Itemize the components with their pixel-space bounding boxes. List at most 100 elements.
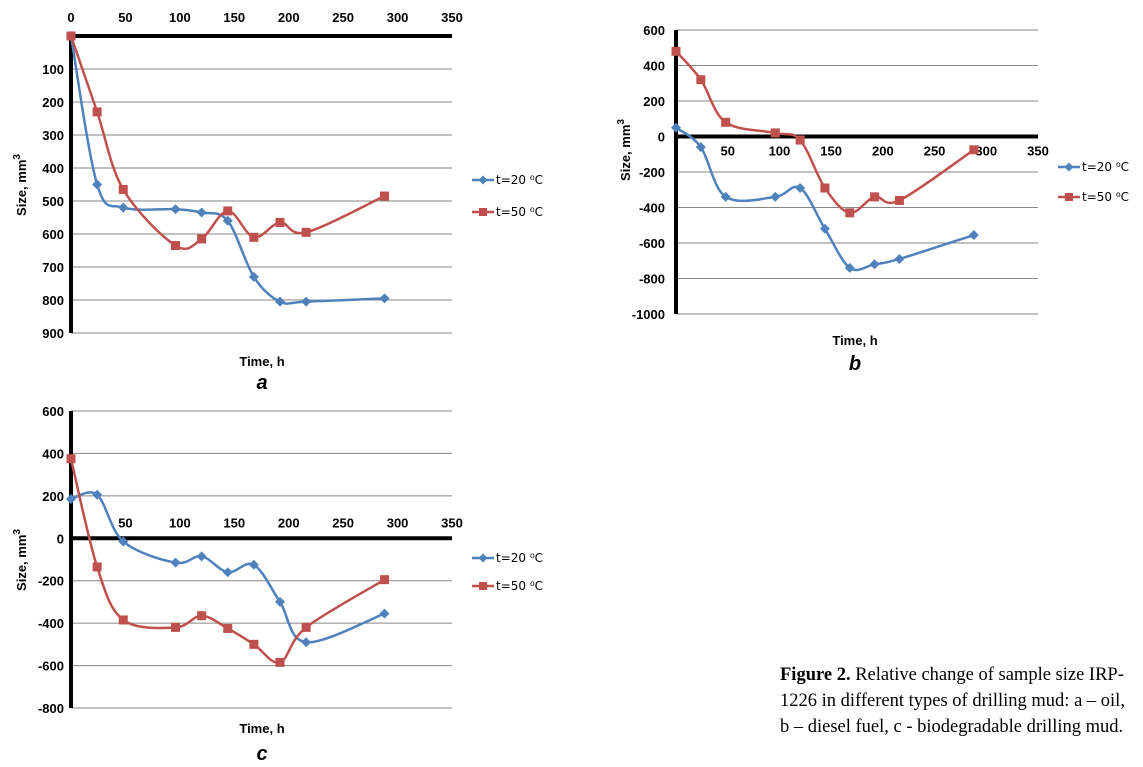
x-tick-label: 200: [872, 144, 894, 159]
legend-marker-square: [479, 582, 487, 590]
y-tick-label: -400: [639, 201, 665, 216]
data-point-diamond: [844, 262, 855, 273]
panel-letter: c: [256, 743, 267, 765]
x-tick-label: 350: [441, 10, 463, 25]
x-tick-label: 50: [118, 515, 132, 530]
series-line: [675, 126, 975, 272]
data-point-square: [275, 657, 285, 667]
legend-label: t=50 ⁰C: [496, 579, 543, 593]
data-point-square: [118, 615, 128, 625]
y-axis-title-superscript: 3: [616, 119, 627, 125]
x-tick-label: 250: [924, 144, 946, 159]
legend-marker-diamond: [478, 175, 488, 185]
data-point-square: [197, 234, 207, 244]
y-axis-title-text: Size, mm: [14, 535, 29, 591]
y-axis-title: Size, mm3: [12, 154, 29, 216]
data-point-diamond: [66, 494, 76, 505]
data-point-square: [380, 575, 390, 585]
data-point-diamond: [222, 567, 233, 578]
legend-marker-diamond: [1064, 162, 1074, 172]
x-tick-label: 150: [223, 10, 245, 25]
legend-marker-diamond: [478, 553, 488, 563]
y-tick-label: 900: [42, 326, 64, 341]
data-point-diamond: [118, 536, 129, 547]
series-t50: [671, 46, 979, 218]
data-point-square: [197, 611, 207, 621]
legend-label: t=20 ⁰C: [496, 551, 543, 565]
caption-line-1: Figure 2. Relative change of sample size…: [780, 662, 1143, 688]
y-axis-title-text: Size, mm: [14, 160, 29, 216]
data-point-square: [721, 117, 731, 127]
y-tick-label: -800: [38, 701, 64, 716]
y-tick-label: 200: [42, 95, 64, 110]
chart-panel-a: 100 200 300 400 500 600 700 800 900 0 50 100 150 200 2…: [12, 10, 543, 394]
data-point-square: [380, 191, 390, 201]
data-point-square: [223, 623, 233, 633]
x-tick-label: 100: [169, 515, 191, 530]
data-point-diamond: [170, 204, 181, 215]
x-tick-label: 0: [67, 10, 74, 25]
legend-label: t=50 ⁰C: [496, 205, 543, 219]
legend-label: t=20 ⁰C: [496, 173, 543, 187]
data-point-diamond: [92, 179, 103, 190]
legend-entry-t50: t=50 ⁰C: [472, 579, 543, 593]
data-point-diamond: [379, 293, 390, 304]
series-line: [70, 491, 385, 644]
data-point-diamond: [795, 182, 806, 193]
legend-entry-t20: t=20 ⁰C: [472, 173, 543, 187]
data-point-square: [770, 128, 780, 138]
data-point-diamond: [671, 122, 681, 133]
x-tick-label: 300: [387, 515, 409, 530]
y-axis-title-superscript: 3: [12, 529, 23, 535]
y-tick-label: 400: [42, 446, 64, 461]
series-line: [69, 35, 385, 305]
data-point-diamond: [275, 296, 286, 307]
data-point-square: [301, 622, 311, 632]
data-point-diamond: [301, 637, 312, 648]
x-tick-label: 50: [118, 10, 132, 25]
caption-line-2: 1226 in different types of drilling mud:…: [780, 691, 1125, 711]
y-axis-title-text: Size, mm: [618, 125, 633, 181]
x-tick-label: 250: [332, 10, 354, 25]
chart-panel-c: 600 400 200 0 -200 -400 -600 -800 50 100 150 200 250…: [12, 404, 543, 765]
data-point-square: [171, 241, 181, 251]
data-point-diamond: [92, 489, 103, 500]
caption-text-1: Relative change of sample size IRP-: [850, 665, 1124, 685]
y-tick-label: 500: [42, 194, 64, 209]
x-tick-label: 300: [387, 10, 409, 25]
data-point-square: [249, 639, 259, 649]
y-tick-label: 600: [42, 404, 64, 419]
data-point-square: [671, 46, 681, 56]
data-point-square: [894, 195, 904, 205]
y-tick-label: 700: [42, 260, 64, 275]
y-tick-label: -400: [38, 616, 64, 631]
data-point-diamond: [301, 296, 312, 307]
data-point-square: [66, 454, 76, 464]
x-tick-label: 150: [820, 144, 842, 159]
data-point-diamond: [196, 207, 207, 218]
y-tick-label: -200: [639, 165, 665, 180]
data-point-diamond: [118, 202, 129, 213]
data-point-square: [171, 622, 181, 632]
data-point-diamond: [379, 608, 390, 619]
data-point-square: [118, 184, 128, 194]
x-tick-label: 100: [169, 10, 191, 25]
legend-entry-t20: t=20 ⁰C: [1058, 160, 1129, 174]
data-point-square: [66, 31, 76, 41]
y-tick-label: 600: [42, 227, 64, 242]
legend-entry-t50: t=50 ⁰C: [1058, 190, 1129, 204]
data-point-diamond: [170, 557, 181, 568]
data-point-diamond: [720, 191, 731, 202]
data-point-square: [92, 562, 102, 572]
x-tick-label: 350: [1027, 144, 1049, 159]
y-tick-label: -600: [639, 236, 665, 251]
data-point-square: [820, 183, 830, 193]
y-tick-label: 0: [658, 130, 665, 145]
data-point-diamond: [248, 559, 259, 570]
data-point-diamond: [770, 191, 781, 202]
x-tick-label: 350: [441, 515, 463, 530]
data-point-square: [870, 192, 880, 202]
data-point-diamond: [819, 223, 830, 234]
data-point-square: [92, 107, 102, 117]
